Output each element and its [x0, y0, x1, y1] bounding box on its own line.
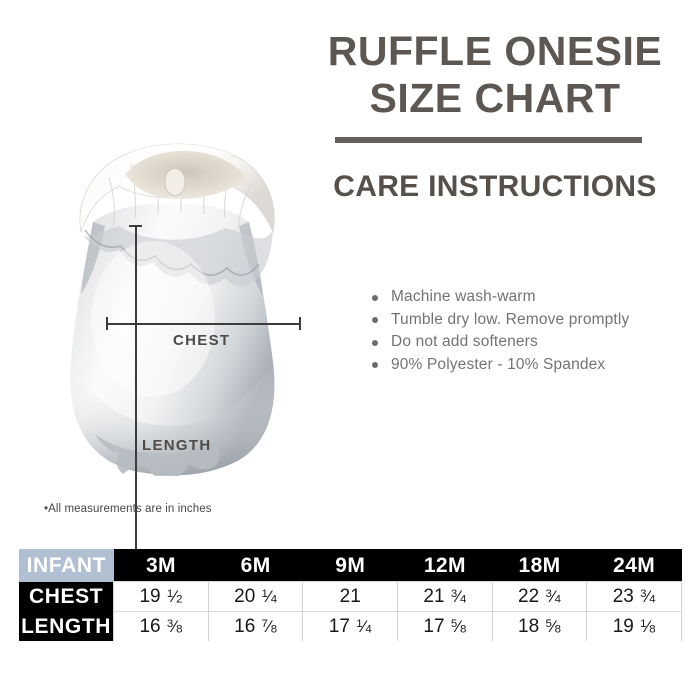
table-corner-header: INFANT [19, 549, 114, 582]
fraction: 1⁄4 [261, 587, 278, 606]
onesie-bottom-shading [70, 362, 275, 476]
table-col-header-18m: 18M [492, 549, 587, 582]
chest-measure-line [106, 323, 301, 325]
fraction: 5⁄8 [545, 617, 561, 636]
care-instructions-list: Machine wash-warm Tumble dry low. Remove… [372, 286, 629, 376]
table-row-chest: CHEST 19 1⁄2 20 1⁄4 21 21 3⁄4 22 3⁄4 23 … [19, 581, 682, 612]
keyhole-opening [164, 167, 186, 197]
fabric-sheen [91, 241, 215, 397]
table-col-header-6m: 6M [208, 549, 303, 582]
collar-highlight [131, 143, 231, 154]
onesie-image [70, 143, 275, 476]
garment-illustration: CHEST LENGTH [35, 104, 305, 563]
chest-measure-label: CHEST [173, 332, 231, 349]
length-measure-line [135, 225, 137, 562]
leg-ruffle [95, 426, 241, 476]
cell-chest-12m: 21 3⁄4 [397, 581, 493, 612]
table-row-header-chest: CHEST [19, 581, 114, 612]
title-line-2: SIZE CHART [369, 75, 621, 121]
fraction: 3⁄4 [450, 587, 467, 606]
fraction: 1⁄4 [356, 617, 372, 636]
fraction: 1⁄2 [166, 587, 183, 606]
care-item: Do not add softeners [372, 331, 629, 354]
care-item: Tumble dry low. Remove promptly [372, 309, 629, 332]
length-measure-label: LENGTH [142, 437, 212, 454]
cell-chest-18m: 22 3⁄4 [491, 581, 588, 612]
measurement-unit-note: •All measurements are in inches [44, 503, 212, 515]
fraction: 3⁄8 [166, 617, 183, 636]
fraction: 5⁄8 [450, 617, 467, 636]
care-item: Machine wash-warm [372, 286, 629, 309]
care-item: 90% Polyester - 10% Spandex [372, 354, 629, 377]
fraction: 1⁄8 [640, 617, 656, 636]
cell-chest-9m: 21 [302, 581, 399, 612]
fraction: 3⁄4 [545, 587, 561, 606]
cell-chest-6m: 20 1⁄4 [207, 581, 304, 612]
fraction: 3⁄4 [640, 587, 656, 606]
cell-chest-3m: 19 1⁄2 [113, 581, 209, 612]
table-row-header-length: LENGTH [19, 611, 114, 641]
cell-length-9m: 17 1⁄4 [302, 611, 399, 641]
chest-measure-cap-left [106, 317, 108, 330]
table-col-header-12m: 12M [397, 549, 493, 582]
table-col-header-9m: 9M [302, 549, 398, 582]
title-line-1: RUFFLE ONESIE [327, 28, 663, 74]
care-instructions-heading: CARE INSTRUCTIONS [333, 170, 657, 203]
ruffle-scallop-edge [84, 229, 260, 276]
cell-length-18m: 18 5⁄8 [491, 611, 588, 641]
table-col-header-24m: 24M [586, 549, 682, 582]
cell-length-24m: 19 1⁄8 [586, 611, 682, 641]
chest-measure-cap-right [299, 317, 301, 330]
table-col-header-3m: 3M [113, 549, 209, 582]
table-header-row: INFANT 3M 6M 9M 12M 18M 24M [19, 549, 682, 582]
cell-length-6m: 16 7⁄8 [207, 611, 304, 641]
title-divider-rule [335, 137, 642, 143]
size-chart-table: INFANT 3M 6M 9M 12M 18M 24M CHEST 19 1⁄2… [19, 549, 682, 641]
neck-opening [125, 150, 247, 200]
length-measure-cap-top [129, 225, 142, 227]
ruffle-scallop-shadow [81, 226, 273, 287]
fraction: 7⁄8 [261, 617, 278, 636]
cell-length-3m: 16 3⁄8 [113, 611, 209, 641]
cell-chest-24m: 23 3⁄4 [586, 581, 682, 612]
cell-length-12m: 17 5⁄8 [397, 611, 493, 641]
chart-title: RUFFLE ONESIE SIZE CHART [300, 28, 690, 122]
table-row-length: LENGTH 16 3⁄8 16 7⁄8 17 1⁄4 17 5⁄8 18 5⁄… [19, 611, 682, 641]
